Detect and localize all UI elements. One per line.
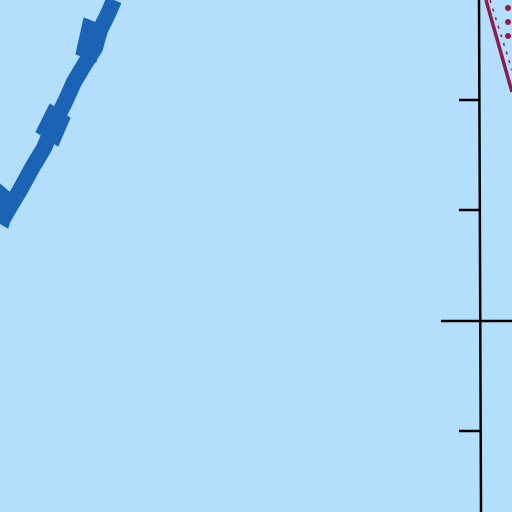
highway-chunk xyxy=(75,17,105,63)
highway-chunk xyxy=(0,183,17,229)
rail-segment xyxy=(489,0,512,71)
rail-segment xyxy=(484,0,512,93)
rail-dot xyxy=(505,33,511,39)
rail-dot xyxy=(505,5,511,11)
tick-marks xyxy=(441,98,512,433)
highway-chunk xyxy=(35,103,71,147)
rail-dot xyxy=(505,19,511,25)
highway-line[interactable] xyxy=(0,0,122,229)
meridian-line xyxy=(477,0,483,512)
rail-line[interactable] xyxy=(484,0,512,93)
